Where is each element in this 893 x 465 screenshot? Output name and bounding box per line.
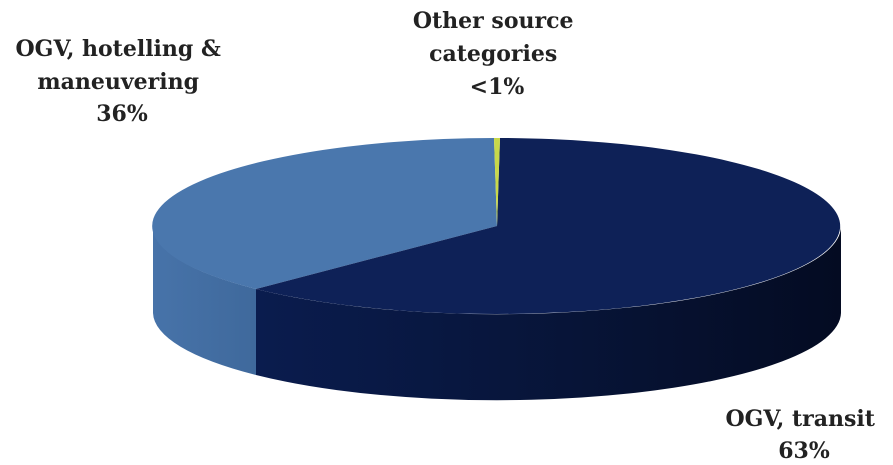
slice-transit (256, 138, 841, 314)
slice-other (494, 138, 500, 226)
label-hotelling-value: 36% (96, 101, 148, 127)
label-other: Other source categories <1% (413, 8, 581, 100)
label-hotelling: OGV, hotelling & maneuvering 36% (16, 36, 229, 127)
label-transit: OGV, transit 63% (725, 406, 882, 464)
label-transit-name: OGV, transit (725, 406, 875, 432)
label-transit-value: 63% (778, 438, 830, 464)
label-other-name-line1: Other source (413, 8, 574, 34)
label-other-value: <1% (470, 74, 525, 100)
slice-side-hotelling (152, 226, 256, 375)
label-other-name-line2: categories (429, 41, 557, 67)
slice-hotelling (152, 138, 497, 289)
slice-side-transit (256, 226, 842, 401)
label-hotelling-name-line2: maneuvering (37, 69, 199, 95)
label-hotelling-name-line1: OGV, hotelling & (16, 36, 221, 62)
